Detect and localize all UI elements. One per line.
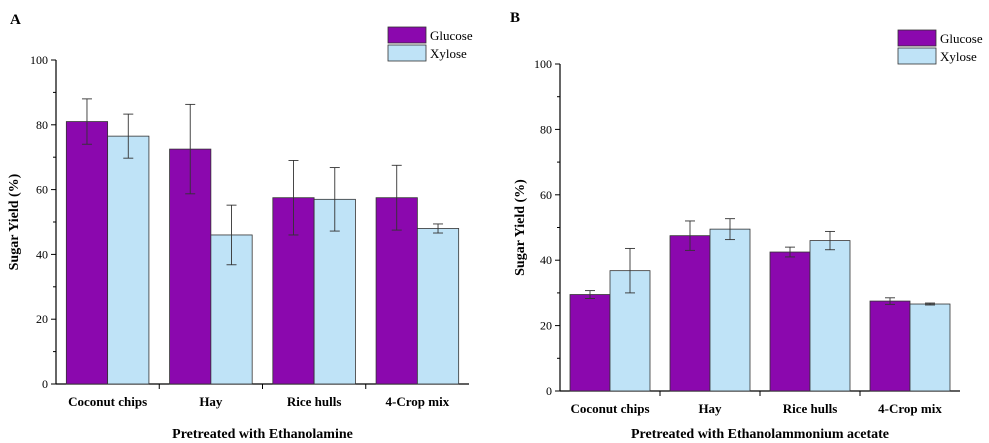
y-axis-title: Sugar Yield (%) <box>513 179 528 276</box>
y-tick-label: 0 <box>546 384 552 398</box>
x-category-label: Hay <box>698 401 722 416</box>
bar-xylose <box>909 303 951 392</box>
x-axis-title: Pretreated with Ethanolamine <box>172 427 353 442</box>
y-tick-label: 100 <box>534 57 552 71</box>
legend-label: Xylose <box>940 49 977 64</box>
bar-xylose <box>107 135 150 385</box>
y-tick-label: 60 <box>540 188 552 202</box>
bar-glucose <box>769 251 811 392</box>
bar-glucose <box>869 300 911 392</box>
legend-label: Glucose <box>940 31 983 46</box>
bar-xylose <box>709 228 751 392</box>
legend-swatch-glucose <box>387 26 427 44</box>
y-tick-label: 40 <box>36 247 48 261</box>
y-tick-label: 100 <box>30 53 48 67</box>
y-tick-label: 0 <box>42 377 48 391</box>
bar-xylose <box>416 228 460 385</box>
x-category-label: Coconut chips <box>68 394 147 409</box>
chart-panel-1: A 0 20 40 60 80 100 Coconut chips Hay Rice hulls 4… <box>7 12 473 442</box>
bar-glucose <box>669 235 711 392</box>
x-category-label: Hay <box>199 394 223 409</box>
bar-xylose <box>809 240 851 392</box>
y-tick-label: 80 <box>36 118 48 132</box>
x-category-label: Rice hulls <box>287 394 342 409</box>
y-tick-label: 20 <box>36 312 48 326</box>
chart-panel-2: B 0 20 40 60 80 100 Coconut chips Hay Rice hulls 4… <box>510 10 983 442</box>
legend-label: Glucose <box>430 28 473 43</box>
x-category-label: Coconut chips <box>570 401 649 416</box>
legend-swatch-glucose <box>897 29 937 47</box>
y-axis-title: Sugar Yield (%) <box>7 173 22 270</box>
legend: Glucose Xylose <box>387 26 473 62</box>
legend: Glucose Xylose <box>897 29 983 65</box>
legend-swatch-xylose <box>897 47 937 65</box>
legend-label: Xylose <box>430 46 467 61</box>
bar-glucose <box>65 121 109 385</box>
x-category-label: 4-Crop mix <box>878 401 942 416</box>
x-category-label: 4-Crop mix <box>386 394 450 409</box>
y-tick-label: 40 <box>540 253 552 267</box>
y-tick-label: 60 <box>36 183 48 197</box>
panel-label: B <box>510 10 520 26</box>
y-tick-label: 20 <box>540 319 552 333</box>
legend-swatch-xylose <box>387 44 427 62</box>
x-category-label: Rice hulls <box>783 401 838 416</box>
bar-glucose <box>569 294 611 392</box>
y-tick-label: 80 <box>540 122 552 136</box>
panel-label: A <box>10 12 21 28</box>
x-axis-title: Pretreated with Ethanolammonium acetate <box>631 427 889 442</box>
